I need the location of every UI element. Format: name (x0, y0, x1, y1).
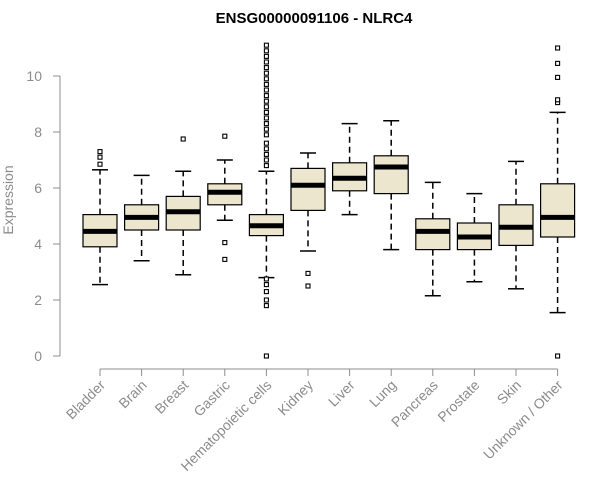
outlier-point (263, 289, 269, 295)
y-axis: 0 2 4 6 8 10 (26, 68, 61, 364)
y-tick-label: 2 (34, 292, 42, 308)
y-tick-label: 6 (34, 180, 42, 196)
outlier-point (180, 136, 186, 142)
box-hematopoietic-cells (248, 42, 284, 359)
box-bladder (82, 149, 118, 286)
outlier-point (263, 59, 269, 65)
outlier-point (263, 65, 269, 71)
outlier-point (263, 282, 269, 288)
outlier-point (263, 70, 269, 76)
box-prostate (456, 192, 492, 283)
outlier-point (263, 48, 269, 54)
outlier-point (263, 151, 269, 157)
box-pancreas (415, 181, 451, 297)
outlier-point (97, 161, 103, 167)
outlier-point (263, 163, 269, 169)
outlier-point (555, 97, 561, 103)
x-tick-label: Unknown / Other (480, 377, 566, 463)
box-lung (373, 120, 409, 251)
outlier-point (263, 297, 269, 303)
outlier-point (555, 60, 561, 66)
x-tick-label: Lung (366, 377, 399, 410)
outlier-point (263, 93, 269, 99)
outlier-point (263, 303, 269, 309)
outlier-point (263, 146, 269, 152)
y-tick-label: 8 (34, 124, 42, 140)
outlier-point (97, 149, 103, 155)
outlier-point (222, 133, 228, 139)
box-liver (332, 122, 368, 216)
iqr-box (373, 155, 409, 195)
outlier-point (555, 353, 561, 359)
x-tick-label: Prostate (434, 377, 482, 425)
outlier-point (263, 98, 269, 104)
box-breast (165, 136, 201, 276)
x-tick-label: Skin (494, 377, 525, 408)
outlier-point (263, 76, 269, 82)
iqr-box (290, 167, 326, 211)
x-tick-label: Liver (325, 377, 358, 410)
box-skin (498, 160, 534, 290)
outlier-point (263, 53, 269, 59)
y-axis-label: Expression (0, 165, 16, 234)
box-unknown-other (539, 45, 576, 359)
outlier-point (263, 157, 269, 163)
outlier-point (263, 276, 269, 282)
outlier-point (263, 109, 269, 115)
x-tick-label: Bladder (63, 377, 109, 423)
outlier-point (263, 132, 269, 138)
chart-title: ENSG00000091106 - NLRC4 (216, 10, 413, 27)
y-tick-label: 0 (34, 348, 42, 364)
box-series (82, 42, 576, 359)
outlier-point (222, 240, 228, 246)
outlier-point (263, 353, 269, 359)
outlier-point (263, 115, 269, 121)
outlier-point (555, 74, 561, 80)
outlier-point (222, 256, 228, 262)
box-kidney (290, 152, 326, 289)
outlier-point (555, 45, 561, 51)
box-gastric (207, 133, 243, 262)
outlier-point (305, 283, 311, 289)
outlier-point (263, 81, 269, 87)
outlier-point (263, 87, 269, 93)
box-brain (123, 174, 160, 262)
outlier-point (263, 140, 269, 146)
y-tick-label: 4 (34, 236, 42, 252)
y-tick-label: 10 (26, 68, 42, 84)
iqr-box (539, 183, 576, 238)
outlier-point (263, 126, 269, 132)
outlier-point (305, 270, 311, 276)
x-tick-label: Breast (151, 377, 191, 417)
iqr-box (415, 218, 451, 251)
outlier-point (263, 42, 269, 48)
outlier-point (97, 154, 103, 160)
x-tick-label: Kidney (275, 377, 317, 419)
x-tick-label: Brain (115, 377, 149, 411)
outlier-point (263, 121, 269, 127)
outlier-point (263, 104, 269, 110)
